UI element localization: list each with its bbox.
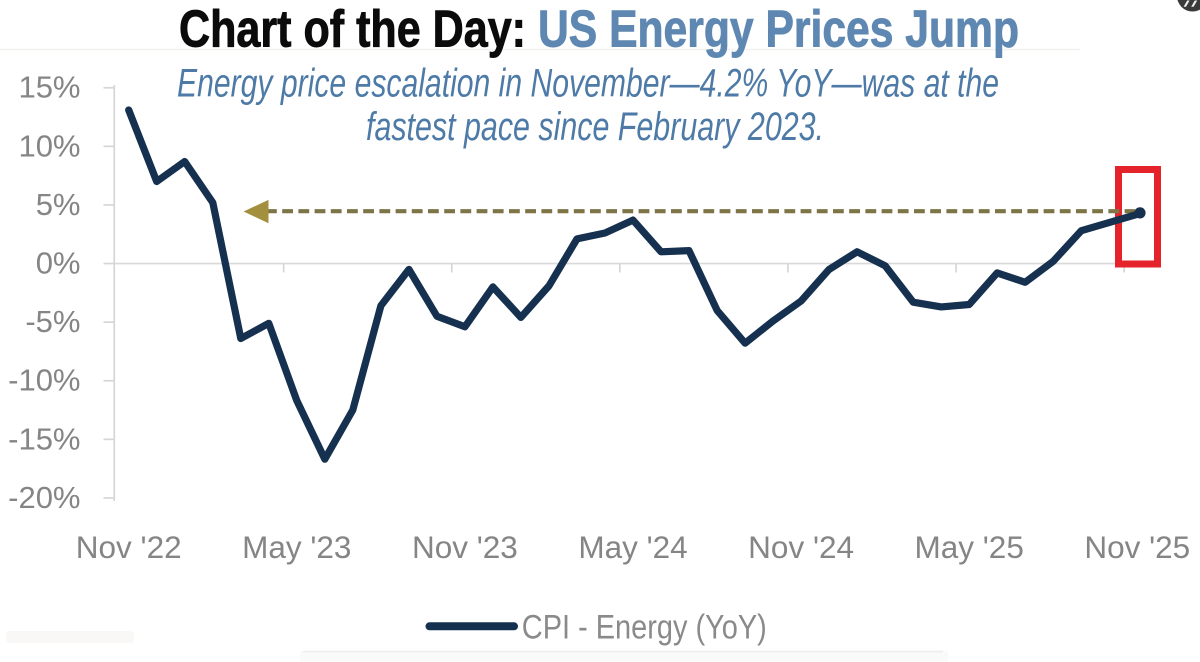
svg-text:Chart of the Day:: Chart of the Day: bbox=[179, 1, 526, 59]
svg-text:Nov '22: Nov '22 bbox=[76, 529, 182, 565]
svg-text:15%: 15% bbox=[18, 70, 80, 105]
svg-text:Nov '23: Nov '23 bbox=[412, 529, 518, 565]
svg-text:0%: 0% bbox=[36, 246, 81, 281]
svg-text:Nov '24: Nov '24 bbox=[748, 529, 854, 565]
svg-text:US Energy Prices Jump: US Energy Prices Jump bbox=[538, 1, 1019, 59]
svg-text:fastest pace since February 20: fastest pace since February 2023. bbox=[366, 105, 824, 149]
svg-text:May '25: May '25 bbox=[915, 529, 1024, 565]
svg-text:CPI - Energy (YoY): CPI - Energy (YoY) bbox=[522, 609, 767, 647]
svg-text:-15%: -15% bbox=[8, 421, 80, 456]
svg-text:May '24: May '24 bbox=[578, 529, 687, 565]
svg-text:-20%: -20% bbox=[8, 480, 80, 515]
svg-text:May '23: May '23 bbox=[242, 529, 351, 565]
svg-text:-5%: -5% bbox=[25, 304, 80, 339]
svg-text:10%: 10% bbox=[18, 128, 80, 163]
svg-text:-10%: -10% bbox=[8, 363, 80, 398]
svg-text:Nov '25: Nov '25 bbox=[1084, 529, 1190, 565]
svg-text:Energy price escalation in Nov: Energy price escalation in November—4.2%… bbox=[177, 62, 999, 106]
svg-text:5%: 5% bbox=[36, 187, 81, 222]
